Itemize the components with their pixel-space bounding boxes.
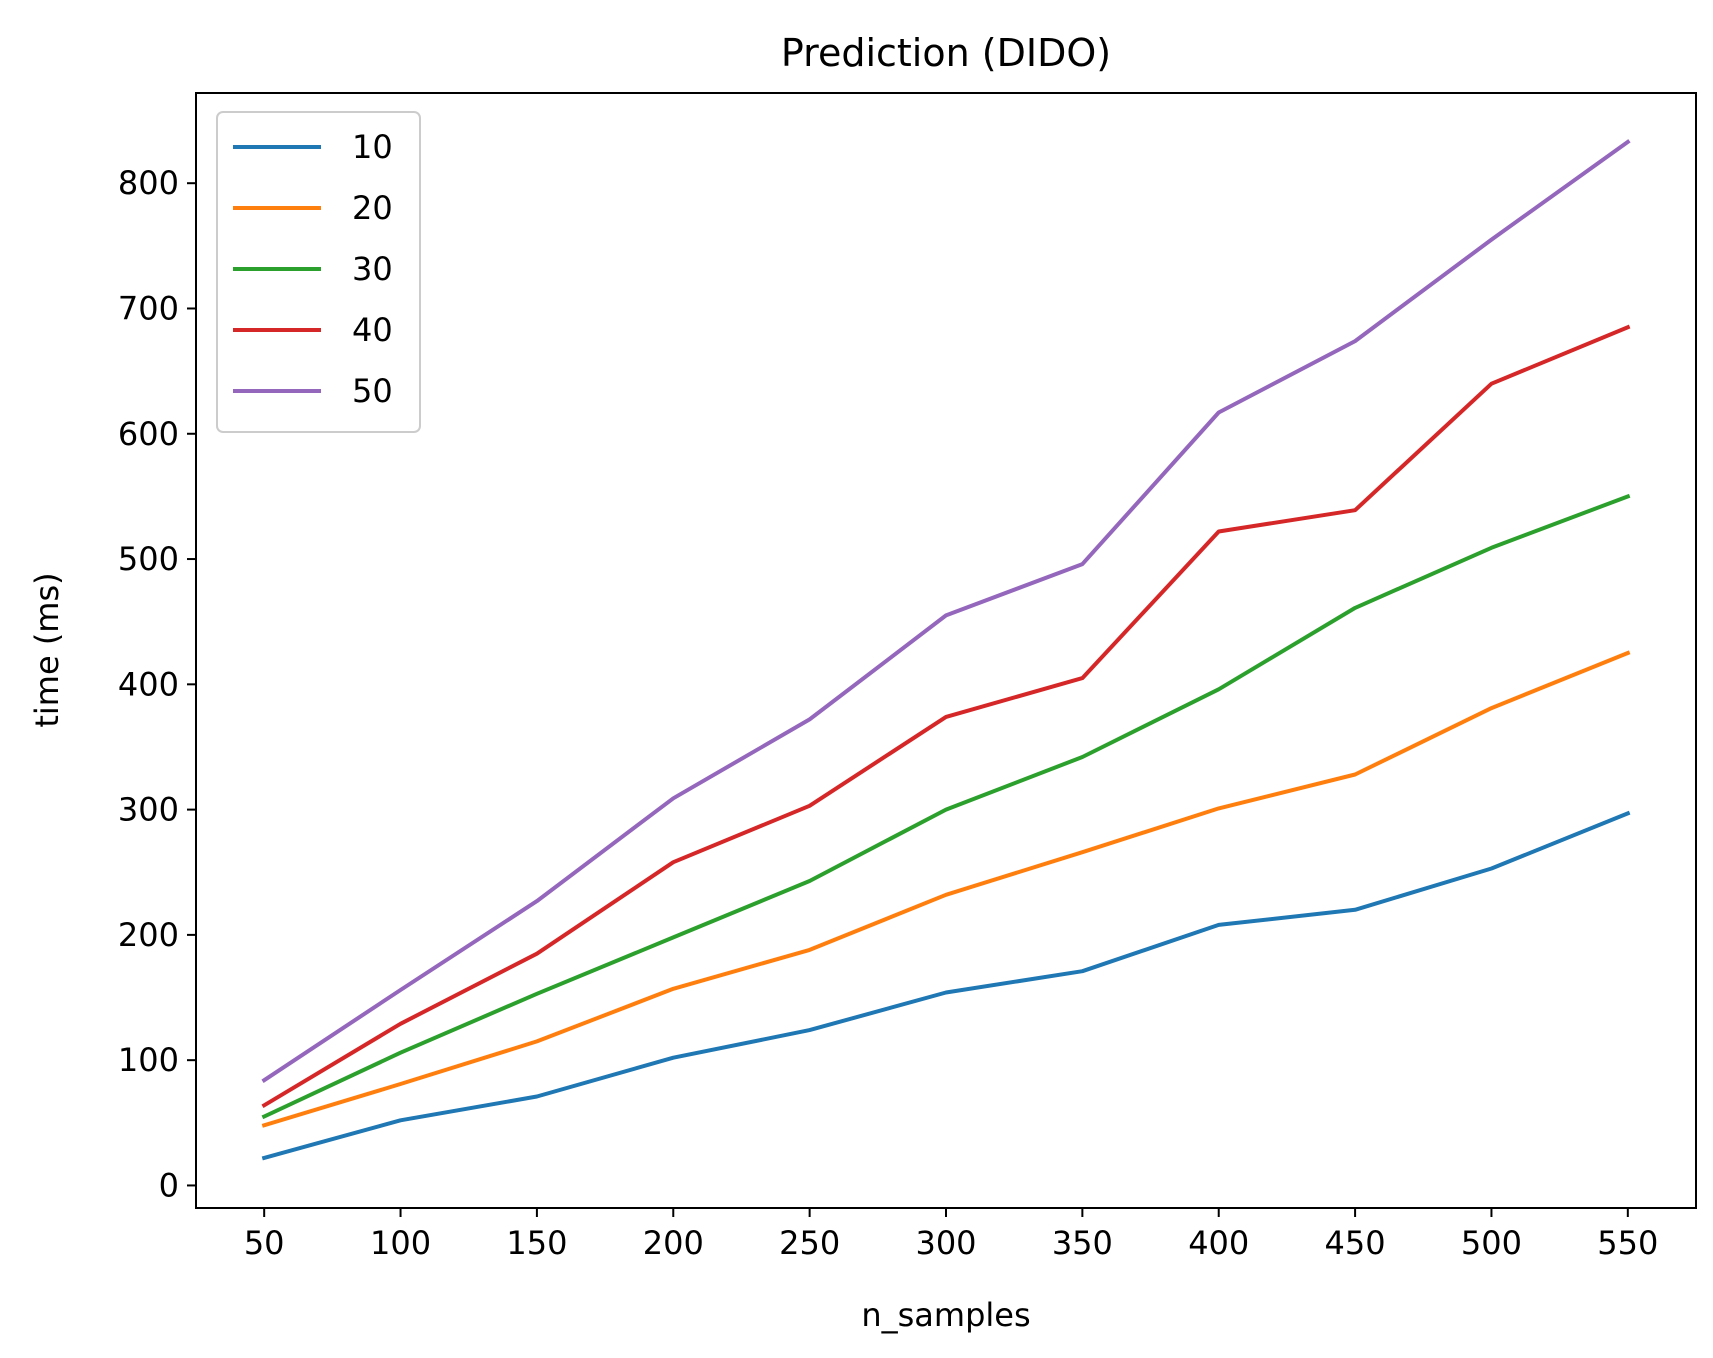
series-line-30	[261, 493, 1631, 1120]
legend-label-50: 50	[352, 372, 393, 410]
y-axis: 0 100 200 300 400 500 600 700 800	[118, 164, 196, 1204]
y-tick-label: 400	[118, 665, 179, 703]
legend-label-40: 40	[352, 311, 393, 349]
x-tick-label: 150	[506, 1224, 567, 1262]
x-tick-label: 250	[779, 1224, 840, 1262]
x-axis: 50 100 150 200 250 300 350 400 450 500 550	[244, 1208, 1658, 1262]
legend-box	[216, 111, 421, 433]
legend-label-20: 20	[352, 189, 393, 227]
series-line-20	[261, 650, 1631, 1128]
x-tick-label: 400	[1188, 1224, 1249, 1262]
series-line-50	[261, 139, 1631, 1083]
y-tick-label: 700	[118, 289, 179, 327]
chart-title: Prediction (DIDO)	[781, 31, 1111, 75]
x-tick-label: 300	[915, 1224, 976, 1262]
x-tick-label: 450	[1325, 1224, 1386, 1262]
y-axis-label: time (ms)	[28, 572, 66, 727]
legend-label-30: 30	[352, 250, 393, 288]
y-tick-label: 500	[118, 540, 179, 578]
y-tick-label: 600	[118, 415, 179, 453]
y-tick-label: 100	[118, 1041, 179, 1079]
y-tick-label: 0	[159, 1166, 179, 1204]
series-line-10	[261, 810, 1631, 1161]
series-layer	[261, 139, 1631, 1161]
x-tick-label: 100	[370, 1224, 431, 1262]
y-tick-label: 800	[118, 164, 179, 202]
series-line-40	[261, 324, 1631, 1109]
y-tick-label: 300	[118, 791, 179, 829]
x-axis-label: n_samples	[861, 1296, 1030, 1334]
legend: 10 20 30 40 50	[216, 111, 421, 433]
legend-label-10: 10	[352, 128, 393, 166]
x-tick-label: 50	[244, 1224, 285, 1262]
x-tick-label: 350	[1052, 1224, 1113, 1262]
y-tick-label: 200	[118, 916, 179, 954]
x-tick-label: 500	[1461, 1224, 1522, 1262]
x-tick-label: 200	[643, 1224, 704, 1262]
x-tick-label: 550	[1597, 1224, 1658, 1262]
